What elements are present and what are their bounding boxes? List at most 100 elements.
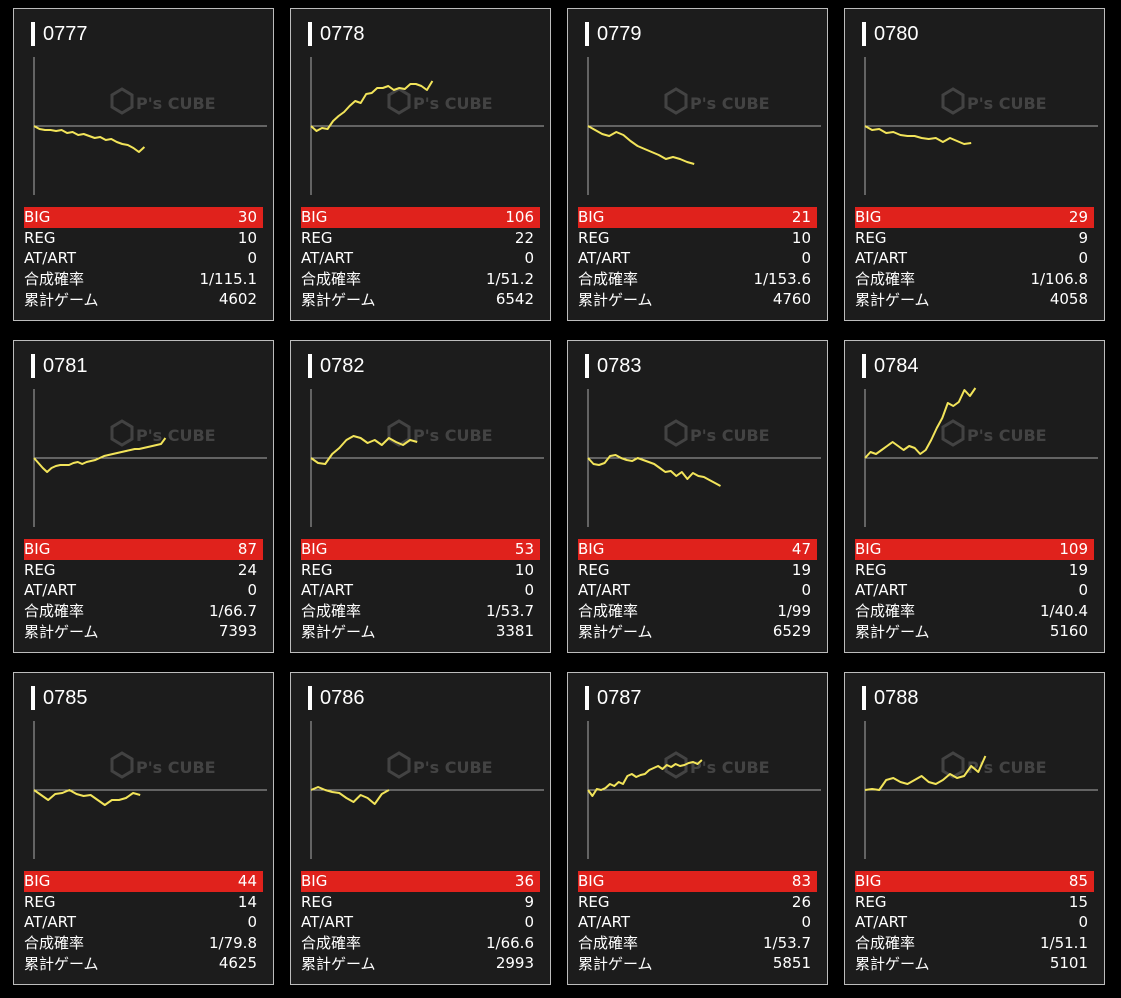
machine-number: 0783 [597, 355, 642, 377]
stat-value: 53 [514, 540, 534, 559]
stat-row-at: AT/ART 0 [301, 580, 540, 601]
stat-row-at: AT/ART 0 [855, 580, 1094, 601]
stat-row-prob: 合成確率 1/40.4 [855, 601, 1094, 622]
stat-value: 26 [791, 892, 811, 911]
stat-value: 15 [1068, 892, 1088, 911]
stat-value: 0 [247, 913, 257, 932]
stat-label: 合成確率 [24, 602, 85, 621]
stat-label: BIG [855, 872, 882, 891]
series-line [33, 437, 167, 473]
series-line [864, 755, 987, 791]
machine-card[interactable]: 0778 P's CUBE BIG 106 REG 22 AT/ART 0 合成確率 1/51.2… [290, 8, 551, 321]
stat-value: 4602 [218, 290, 257, 309]
stat-value: 24 [237, 560, 257, 579]
machine-card[interactable]: 0781 P's CUBE BIG 87 REG 24 AT/ART 0 合成確率 1/66.7 累… [13, 340, 274, 653]
stats-table: BIG 36 REG 9 AT/ART 0 合成確率 1/66.6 累計ゲーム 2993 [301, 871, 540, 974]
stat-row-prob: 合成確率 1/99 [578, 601, 817, 622]
machine-card[interactable]: 0785 P's CUBE BIG 44 REG 14 AT/ART 0 合成確率 1/79.8 累… [13, 672, 274, 985]
stat-label: AT/ART [578, 581, 631, 600]
stat-label: 累計ゲーム [855, 622, 930, 641]
stats-table: BIG 30 REG 10 AT/ART 0 合成確率 1/115.1 累計ゲーム 4602 [24, 207, 263, 310]
stat-row-games: 累計ゲーム 2993 [301, 953, 540, 974]
stat-value: 1/66.6 [486, 933, 534, 952]
stat-value: 1/66.7 [209, 601, 257, 620]
machine-card[interactable]: 0779 P's CUBE BIG 21 REG 10 AT/ART 0 合成確率 1/153.6… [567, 8, 828, 321]
machine-title: 0785 [31, 685, 88, 711]
stat-value: 5101 [1049, 954, 1088, 973]
machine-number: 0777 [43, 23, 88, 45]
stat-value: 0 [801, 581, 811, 600]
series-line [310, 435, 418, 465]
stats-table: BIG 106 REG 22 AT/ART 0 合成確率 1/51.2 累計ゲーム 6542 [301, 207, 540, 310]
stat-value: 5851 [772, 954, 811, 973]
machine-card[interactable]: 0788 P's CUBE BIG 85 REG 15 AT/ART 0 合成確率 1/51.1 累… [844, 672, 1105, 985]
stat-row-big: BIG 36 [301, 871, 540, 892]
svg-text:P's CUBE: P's CUBE [967, 758, 1047, 777]
machine-card[interactable]: 0784 P's CUBE BIG 109 REG 19 AT/ART 0 合成確率 1/40.4… [844, 340, 1105, 653]
stat-value: 7393 [218, 622, 257, 641]
stat-label: REG [301, 228, 333, 247]
machine-title: 0787 [585, 685, 642, 711]
slump-chart: P's CUBE [33, 57, 267, 195]
stat-label: 累計ゲーム [301, 622, 376, 641]
slump-chart: P's CUBE [310, 389, 544, 527]
cube-logo-icon: P's CUBE [664, 419, 770, 447]
stat-value: 4058 [1049, 290, 1088, 309]
stat-row-reg: REG 15 [855, 892, 1094, 913]
machine-title: 0784 [862, 353, 919, 379]
stat-row-games: 累計ゲーム 5160 [855, 621, 1094, 642]
stat-label: AT/ART [855, 913, 908, 932]
stat-row-big: BIG 44 [24, 871, 263, 892]
machine-card[interactable]: 0783 P's CUBE BIG 47 REG 19 AT/ART 0 合成確率 1/99 累計ゲ… [567, 340, 828, 653]
stat-label: AT/ART [578, 913, 631, 932]
stat-value: 10 [514, 560, 534, 579]
stat-label: BIG [578, 872, 605, 891]
machine-card[interactable]: 0780 P's CUBE BIG 29 REG 9 AT/ART 0 合成確率 1/106.8 累… [844, 8, 1105, 321]
slump-chart: P's CUBE [864, 387, 1098, 527]
stat-row-reg: REG 10 [24, 228, 263, 249]
svg-text:P's CUBE: P's CUBE [967, 94, 1047, 113]
stats-table: BIG 53 REG 10 AT/ART 0 合成確率 1/53.7 累計ゲーム 3381 [301, 539, 540, 642]
series-line [587, 454, 721, 487]
stats-table: BIG 83 REG 26 AT/ART 0 合成確率 1/53.7 累計ゲーム 5851 [578, 871, 817, 974]
stat-row-big: BIG 109 [855, 539, 1094, 560]
stat-value: 30 [237, 208, 257, 227]
stat-row-at: AT/ART 0 [24, 248, 263, 269]
stats-table: BIG 29 REG 9 AT/ART 0 合成確率 1/106.8 累計ゲーム 4058 [855, 207, 1094, 310]
cube-logo-icon: P's CUBE [110, 87, 216, 115]
stat-label: 累計ゲーム [301, 290, 376, 309]
stat-row-prob: 合成確率 1/115.1 [24, 269, 263, 290]
svg-text:P's CUBE: P's CUBE [413, 426, 493, 445]
stat-row-reg: REG 22 [301, 228, 540, 249]
stat-value: 1/99 [777, 601, 811, 620]
stat-label: 累計ゲーム [24, 290, 99, 309]
machine-title: 0777 [31, 21, 88, 47]
stat-label: REG [301, 560, 333, 579]
machine-grid: 0777 P's CUBE BIG 30 REG 10 AT/ART 0 合成確率 1/115.1… [13, 8, 1111, 988]
stat-value: 0 [801, 913, 811, 932]
stat-label: AT/ART [301, 913, 354, 932]
machine-number: 0778 [320, 23, 365, 45]
machine-card[interactable]: 0786 P's CUBE BIG 36 REG 9 AT/ART 0 合成確率 1/66.6 累計… [290, 672, 551, 985]
stat-value: 1/53.7 [486, 601, 534, 620]
stats-table: BIG 47 REG 19 AT/ART 0 合成確率 1/99 累計ゲーム 6529 [578, 539, 817, 642]
stat-label: 合成確率 [578, 934, 639, 953]
machine-number: 0787 [597, 687, 642, 709]
stat-row-at: AT/ART 0 [578, 248, 817, 269]
series-line [33, 789, 141, 806]
series-line [587, 125, 695, 165]
slump-chart: P's CUBE [310, 57, 544, 195]
title-marker [31, 22, 35, 46]
machine-card[interactable]: 0782 P's CUBE BIG 53 REG 10 AT/ART 0 合成確率 1/53.7 累… [290, 340, 551, 653]
machine-card[interactable]: 0777 P's CUBE BIG 30 REG 10 AT/ART 0 合成確率 1/115.1… [13, 8, 274, 321]
machine-card[interactable]: 0787 P's CUBE BIG 83 REG 26 AT/ART 0 合成確率 1/53.7 累… [567, 672, 828, 985]
machine-title: 0780 [862, 21, 919, 47]
stat-row-prob: 合成確率 1/153.6 [578, 269, 817, 290]
stat-label: 合成確率 [578, 270, 639, 289]
stats-table: BIG 85 REG 15 AT/ART 0 合成確率 1/51.1 累計ゲーム 5101 [855, 871, 1094, 974]
slump-chart: P's CUBE [587, 57, 821, 195]
svg-text:P's CUBE: P's CUBE [690, 758, 770, 777]
svg-text:P's CUBE: P's CUBE [136, 426, 216, 445]
stat-label: 累計ゲーム [301, 954, 376, 973]
stat-row-reg: REG 9 [301, 892, 540, 913]
